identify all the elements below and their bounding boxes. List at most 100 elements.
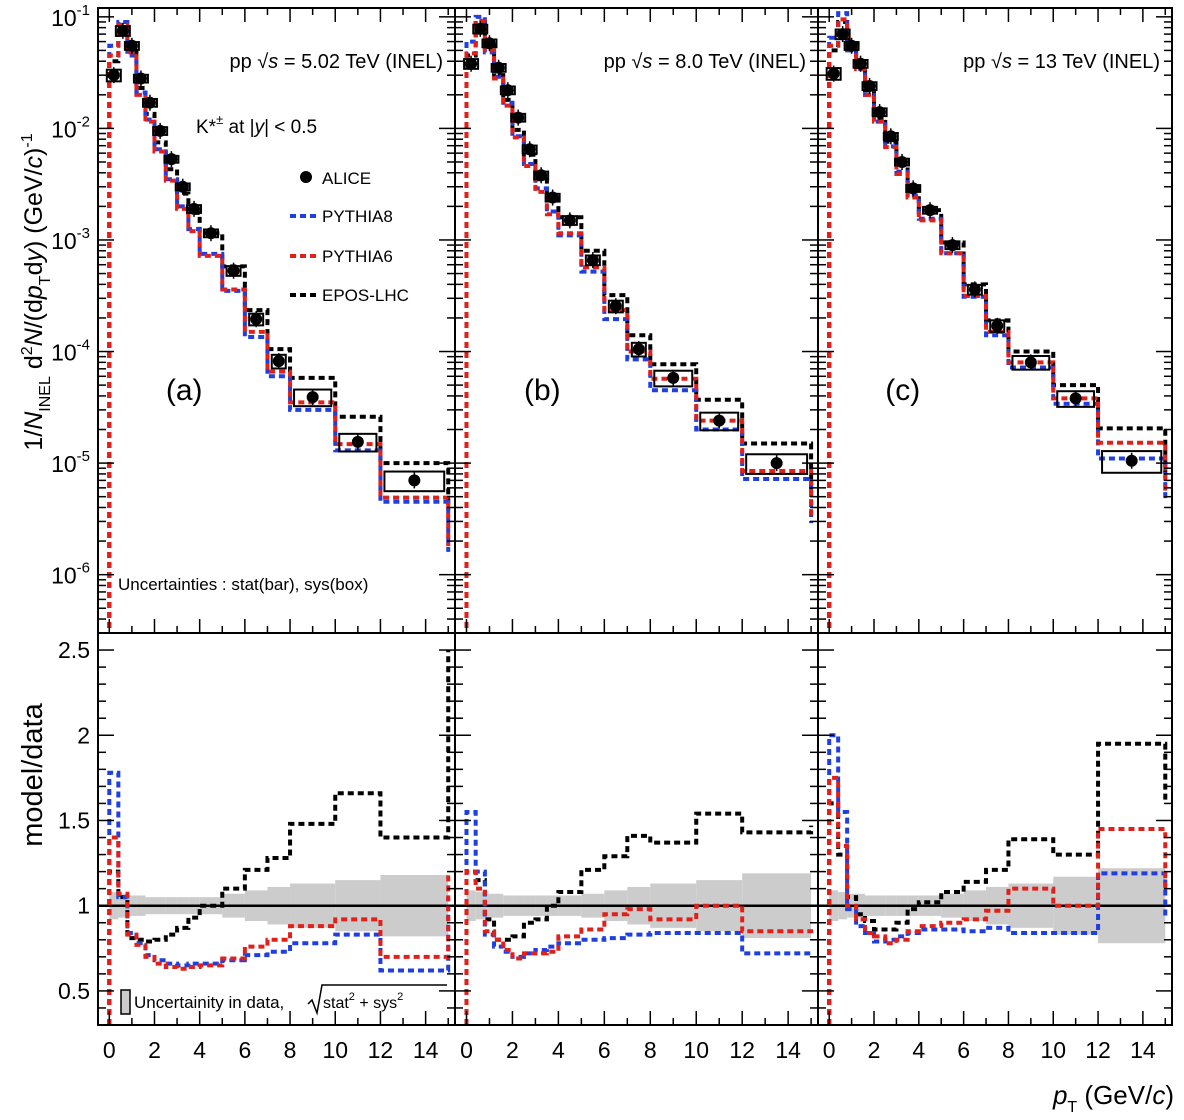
alice-point — [512, 111, 525, 124]
panel-3: 0 2 4 6 8 10 12 14(c)pp √s = 13 TeV (INEL) — [0, 7, 1173, 1063]
y-axis-title-top: 1/NINEL d2N/(dpTdy) (GeV/c)-1 — [19, 133, 54, 450]
x-axis-title: pT (GeV/c) — [1052, 1080, 1174, 1116]
alice-point — [863, 79, 876, 92]
alice-point — [351, 435, 364, 448]
alice-point — [492, 61, 505, 74]
alice-point — [0, 491, 6, 503]
x-tick-label: 4 — [193, 1037, 206, 1063]
alice-point — [827, 67, 840, 80]
y-tick-label-top: 10-4 — [51, 337, 90, 366]
panel-1: 0 2 4 6 8 10 12 14(a)pp √s = 5.02 TeV (INEL) — [0, 7, 456, 1063]
alice-point — [991, 319, 1004, 332]
alice-point — [609, 300, 622, 313]
alice-point — [250, 313, 263, 326]
x-tick-label: 0 — [460, 1037, 473, 1063]
alice-point — [204, 227, 217, 240]
x-tick-label: 8 — [1002, 1037, 1015, 1063]
alice-sys-box — [0, 485, 14, 513]
alice-sys-box — [745, 453, 809, 475]
ratio-pythia8-line — [827, 733, 1168, 1025]
energy-label: pp √s = 8.0 TeV (INEL) — [604, 51, 806, 73]
x-tick-label: 2 — [506, 1037, 519, 1063]
energy-label: pp √s = 5.02 TeV (INEL) — [229, 51, 443, 73]
x-tick-label: 12 — [368, 1037, 394, 1063]
alice-point — [884, 130, 897, 143]
alice-point — [107, 69, 120, 82]
x-tick-label: 14 — [1130, 1037, 1156, 1063]
alice-point — [134, 72, 147, 85]
x-tick-label: 6 — [598, 1037, 611, 1063]
ratio-pythia8-line — [464, 809, 814, 1025]
x-tick-label: 10 — [683, 1037, 709, 1063]
y-tick-label-top: 10-5 — [51, 448, 90, 477]
x-tick-label: 12 — [1085, 1037, 1111, 1063]
uncertainty-note-bottom-text: Uncertainity in data, — [134, 993, 284, 1012]
uncertainty-note-top: Uncertainties : stat(bar), sys(box) — [118, 575, 368, 594]
ratio-epos-lhc-line — [107, 650, 451, 1025]
spectrum-area — [0, 14, 814, 633]
alice-point — [836, 28, 849, 41]
alice-point — [227, 264, 240, 277]
legend-pythia8-label: PYTHIA8 — [322, 207, 393, 226]
legend-alice-label: ALICE — [322, 169, 371, 188]
x-tick-label: 4 — [552, 1037, 565, 1063]
ratio-area — [818, 733, 1172, 1025]
spectrum-pythia8-line — [464, 14, 814, 633]
alice-point — [272, 355, 285, 368]
bottom-frame — [817, 632, 1173, 1026]
alice-point — [523, 143, 536, 156]
x-tick-label: 4 — [912, 1037, 925, 1063]
ratio-epos-lhc-line — [464, 811, 814, 1025]
panel-label: (a) — [166, 374, 203, 407]
x-tick-label: 6 — [238, 1037, 251, 1063]
x-tick-label: 14 — [775, 1037, 801, 1063]
spectrum-area — [0, 11, 1168, 633]
panel-2: 0 2 4 6 8 10 12 14(b)pp √s = 8.0 TeV (INEL) — [0, 7, 819, 1063]
legend: ALICE PYTHIA8 PYTHIA6 EPOS-LHC — [290, 169, 409, 305]
alice-point — [667, 371, 680, 384]
alice-point — [0, 549, 6, 561]
y-tick-label-bottom: 1 — [77, 893, 90, 919]
spectrum-pythia8-line — [107, 19, 451, 633]
alice-point — [770, 457, 783, 470]
x-tick-label: 10 — [322, 1037, 348, 1063]
alice-point — [143, 96, 156, 109]
ratio-area — [455, 809, 818, 1025]
alice-point — [501, 84, 514, 97]
energy-label: pp √s = 13 TeV (INEL) — [963, 51, 1160, 73]
x-tick-label: 2 — [148, 1037, 161, 1063]
alice-point — [1024, 356, 1037, 369]
alice-point — [924, 204, 937, 217]
uncertainty-box-icon — [120, 989, 131, 1015]
panel-label: (c) — [885, 374, 920, 407]
x-tick-label: 0 — [103, 1037, 116, 1063]
alice-point — [1125, 454, 1138, 467]
alice-point — [483, 37, 496, 50]
x-tick-label: 14 — [413, 1037, 439, 1063]
y-tick-label-top: 10-1 — [51, 2, 90, 31]
ratio-area — [98, 650, 455, 1025]
alice-point — [176, 180, 189, 193]
alice-sys-box — [1101, 450, 1163, 474]
y-tick-label-bottom: 2 — [77, 722, 90, 748]
sqrt-content: stat2 + sys2 — [323, 991, 403, 1012]
alice-point — [408, 474, 421, 487]
alice-point — [0, 501, 6, 513]
alice-point — [896, 155, 909, 168]
alice-point — [845, 39, 858, 52]
x-tick-label: 0 — [823, 1037, 836, 1063]
alice-point — [465, 57, 478, 70]
alice-point — [165, 153, 178, 166]
alice-point — [713, 414, 726, 427]
alice-point — [125, 39, 138, 52]
alice-point — [116, 24, 129, 37]
alice-point — [907, 182, 920, 195]
alice-point — [873, 106, 886, 119]
alice-point — [854, 57, 867, 70]
panel-label: (b) — [524, 374, 561, 407]
alice-point — [632, 343, 645, 356]
uncertainty-note-bottom: Uncertainity in data, stat2 + sys2 — [120, 984, 447, 1016]
alice-sys-box — [0, 496, 14, 522]
y-tick-label-top: 10-6 — [51, 560, 90, 589]
